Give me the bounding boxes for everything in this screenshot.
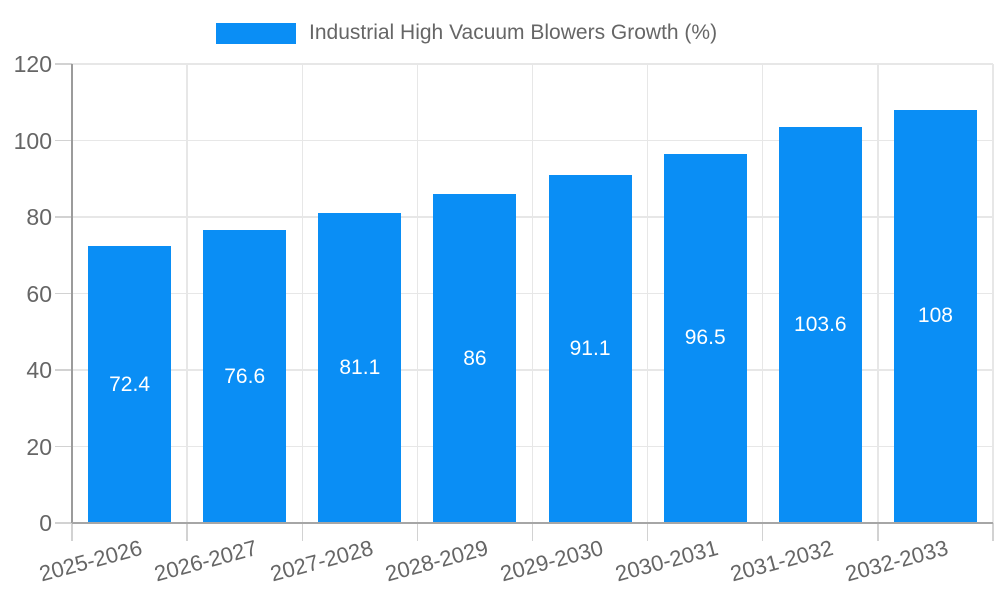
x-axis-category-label: 2029-2030 bbox=[497, 535, 606, 587]
y-axis-line bbox=[71, 64, 73, 523]
y-axis-tick-label: 80 bbox=[26, 204, 52, 230]
x-gridline bbox=[762, 64, 764, 523]
bar[interactable]: 96.5 bbox=[663, 153, 747, 523]
y-axis-tick-label: 40 bbox=[26, 357, 52, 383]
bar[interactable]: 91.1 bbox=[548, 174, 632, 523]
bar[interactable]: 76.6 bbox=[203, 230, 287, 523]
x-axis-category-label: 2027-2028 bbox=[267, 535, 376, 587]
x-gridline bbox=[531, 64, 534, 523]
x-axis-tick bbox=[531, 523, 534, 541]
x-gridline bbox=[416, 64, 419, 523]
x-axis-tick bbox=[762, 523, 764, 541]
y-axis-tick bbox=[55, 216, 72, 218]
chart-legend[interactable]: Industrial High Vacuum Blowers Growth (%… bbox=[216, 21, 717, 45]
bar[interactable]: 86 bbox=[433, 194, 517, 523]
x-gridline bbox=[992, 64, 994, 523]
x-axis-tick bbox=[186, 523, 188, 541]
x-axis-category-label: 2025-2026 bbox=[36, 535, 146, 587]
bar-value-label: 86 bbox=[463, 346, 487, 370]
x-axis-tick bbox=[992, 523, 994, 541]
y-axis-tick bbox=[55, 522, 72, 524]
x-axis-tick bbox=[877, 523, 879, 541]
x-axis-category-label: 2032-2033 bbox=[842, 535, 951, 587]
x-gridline bbox=[301, 64, 303, 523]
y-axis-tick bbox=[55, 369, 72, 371]
plot-area: 0 20 40 60 80 100 120 72.4 76.6 81.1 86 91.1 96.5 103… bbox=[14, 52, 994, 586]
y-axis-tick-label: 120 bbox=[13, 51, 52, 77]
x-axis-category-label: 2031-2032 bbox=[727, 535, 836, 587]
bar-value-label: 91.1 bbox=[569, 336, 611, 360]
y-axis-tick bbox=[55, 445, 72, 448]
bar-value-label: 76.6 bbox=[224, 364, 266, 388]
bar-value-label: 96.5 bbox=[684, 326, 726, 350]
y-axis-tick-label: 60 bbox=[26, 280, 52, 307]
x-axis-category-label: 2030-2031 bbox=[612, 535, 721, 587]
y-axis-tick-label: 20 bbox=[26, 433, 52, 460]
x-axis-tick bbox=[301, 523, 303, 541]
bar[interactable]: 81.1 bbox=[318, 212, 402, 523]
bar[interactable]: 72.4 bbox=[88, 246, 172, 523]
bar-value-label: 81.1 bbox=[339, 355, 381, 379]
y-axis-tick bbox=[55, 292, 72, 295]
bar[interactable]: 103.6 bbox=[778, 126, 862, 523]
x-axis-category-label: 2028-2029 bbox=[382, 535, 491, 587]
y-axis-tick-label: 0 bbox=[39, 510, 52, 536]
x-gridline bbox=[186, 64, 188, 523]
legend-label: Industrial High Vacuum Blowers Growth (%… bbox=[309, 21, 718, 44]
x-axis-line bbox=[72, 522, 993, 524]
y-axis-tick bbox=[55, 63, 72, 65]
x-axis-tick bbox=[71, 523, 73, 541]
bar-value-label: 103.6 bbox=[794, 312, 847, 336]
x-gridline bbox=[877, 64, 879, 523]
y-axis-tick bbox=[55, 139, 72, 142]
x-gridline bbox=[646, 64, 649, 523]
bar-value-label: 108 bbox=[917, 304, 953, 328]
x-axis-category-label: 2026-2027 bbox=[152, 535, 261, 587]
y-axis-tick-label: 100 bbox=[13, 127, 52, 154]
bar[interactable]: 108 bbox=[893, 109, 977, 523]
legend-swatch-icon bbox=[216, 22, 296, 44]
bar-value-label: 72.4 bbox=[109, 372, 150, 396]
x-axis-tick bbox=[646, 523, 649, 541]
x-axis-tick bbox=[416, 523, 419, 541]
